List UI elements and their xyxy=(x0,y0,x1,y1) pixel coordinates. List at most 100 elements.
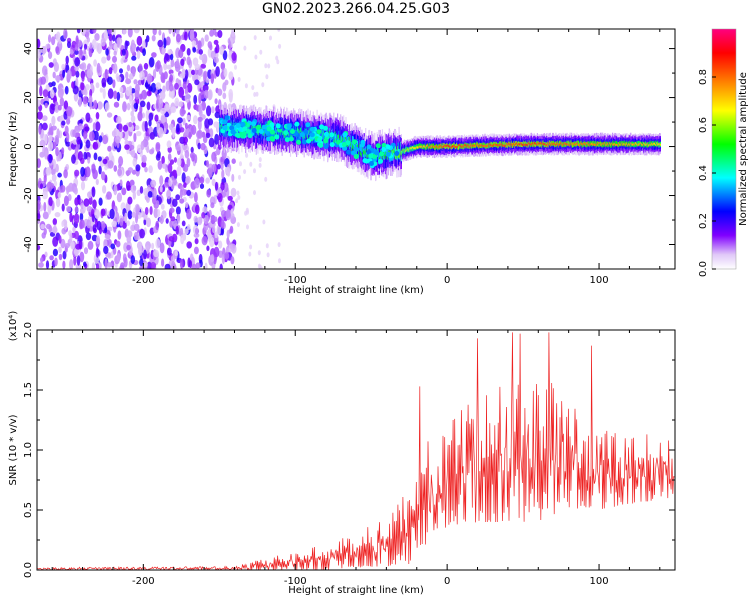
heatmap-cell xyxy=(258,157,262,163)
heatmap-cell xyxy=(567,140,570,146)
heatmap-cell xyxy=(80,166,85,177)
heatmap-cell xyxy=(207,41,212,49)
heatmap-cell xyxy=(653,142,655,145)
heatmap-cell xyxy=(514,143,516,146)
heatmap-cell xyxy=(618,142,620,145)
heatmap-cell xyxy=(602,142,604,145)
heatmap-cell xyxy=(595,143,597,146)
heatmap-cell xyxy=(488,143,491,146)
heatmap-cell xyxy=(132,190,136,200)
heatmap-cell xyxy=(166,64,172,70)
heatmap-cell xyxy=(571,143,573,146)
heatmap-cell xyxy=(229,32,236,43)
heatmap-cell xyxy=(37,244,41,251)
heatmap-cell xyxy=(422,146,424,149)
heatmap-cell xyxy=(527,142,529,145)
heatmap-cell xyxy=(258,129,264,134)
heatmap-cell xyxy=(583,142,586,145)
heatmap-cell xyxy=(42,115,48,122)
heatmap-cell xyxy=(194,177,200,189)
heatmap-cell xyxy=(494,143,496,146)
heatmap-cell xyxy=(647,144,649,147)
heatmap-cell xyxy=(78,49,83,60)
heatmap-cell xyxy=(143,62,149,70)
heatmap-cell xyxy=(133,79,138,85)
heatmap-cell xyxy=(574,143,576,146)
spectrogram-marks xyxy=(37,29,661,269)
heatmap-cell xyxy=(82,131,88,140)
heatmap-cell xyxy=(222,119,228,125)
heatmap-cell xyxy=(379,156,381,161)
heatmap-cell xyxy=(132,157,138,167)
heatmap-cell xyxy=(98,197,103,206)
heatmap-cell xyxy=(532,142,534,145)
heatmap-cell xyxy=(176,165,182,177)
heatmap-cell xyxy=(441,142,443,148)
heatmap-cell xyxy=(142,40,146,50)
heatmap-cell xyxy=(297,126,299,131)
heatmap-cell xyxy=(589,143,592,146)
heatmap-cell xyxy=(112,55,117,63)
heatmap-cell xyxy=(450,146,453,149)
heatmap-cell xyxy=(551,142,553,145)
heatmap-cell xyxy=(537,142,539,145)
heatmap-cell xyxy=(240,121,246,127)
heatmap-cell xyxy=(140,140,145,151)
heatmap-cell xyxy=(134,83,140,94)
x-tick-label: -200 xyxy=(132,576,155,587)
heatmap-cell xyxy=(58,235,62,244)
heatmap-cell xyxy=(210,50,216,60)
heatmap-cell xyxy=(230,122,232,127)
heatmap-cell xyxy=(61,63,66,71)
y-tick-label: 2.0 xyxy=(23,322,34,338)
heatmap-cell xyxy=(452,145,454,148)
heatmap-cell xyxy=(578,144,580,147)
heatmap-cell xyxy=(579,143,581,146)
heatmap-cell xyxy=(218,250,224,258)
heatmap-cell xyxy=(55,146,59,157)
heatmap-cell xyxy=(158,98,164,109)
y-tick-label: 0.5 xyxy=(23,502,34,518)
heatmap-cell xyxy=(57,172,62,178)
heatmap-cell xyxy=(591,142,593,145)
heatmap-cell xyxy=(630,142,632,148)
heatmap-cell xyxy=(429,146,431,149)
heatmap-cell xyxy=(416,146,418,149)
heatmap-cell xyxy=(464,144,466,147)
heatmap-cell xyxy=(264,130,266,141)
heatmap-cell xyxy=(459,143,461,146)
heatmap-cell xyxy=(624,143,626,146)
heatmap-cell xyxy=(445,145,447,148)
y-tick-label: 40 xyxy=(23,42,34,55)
heatmap-cell xyxy=(204,262,208,269)
heatmap-cell xyxy=(586,142,589,145)
heatmap-cell xyxy=(303,134,305,139)
heatmap-cell xyxy=(127,210,133,220)
heatmap-cell xyxy=(636,143,638,146)
heatmap-cell xyxy=(95,82,100,89)
heatmap-cell xyxy=(207,118,214,126)
heatmap-cell xyxy=(255,127,257,139)
heatmap-cell xyxy=(156,60,161,70)
heatmap-cell xyxy=(65,55,69,65)
heatmap-cell xyxy=(543,143,545,146)
heatmap-cell xyxy=(254,125,256,130)
heatmap-cell xyxy=(495,144,497,147)
heatmap-cell xyxy=(151,242,155,250)
heatmap-cell xyxy=(470,143,472,146)
heatmap-cell xyxy=(360,152,362,157)
heatmap-cell xyxy=(187,257,191,268)
heatmap-cell xyxy=(193,94,198,105)
heatmap-cell xyxy=(563,142,565,145)
heatmap-cell xyxy=(559,140,561,146)
heatmap-cell xyxy=(560,142,562,145)
heatmap-cell xyxy=(397,142,399,153)
heatmap-cell xyxy=(432,144,434,147)
heatmap-cell xyxy=(449,145,451,148)
heatmap-cell xyxy=(96,220,102,231)
heatmap-cell xyxy=(628,142,630,148)
heatmap-cell xyxy=(72,139,78,145)
heatmap-cell xyxy=(228,88,234,100)
